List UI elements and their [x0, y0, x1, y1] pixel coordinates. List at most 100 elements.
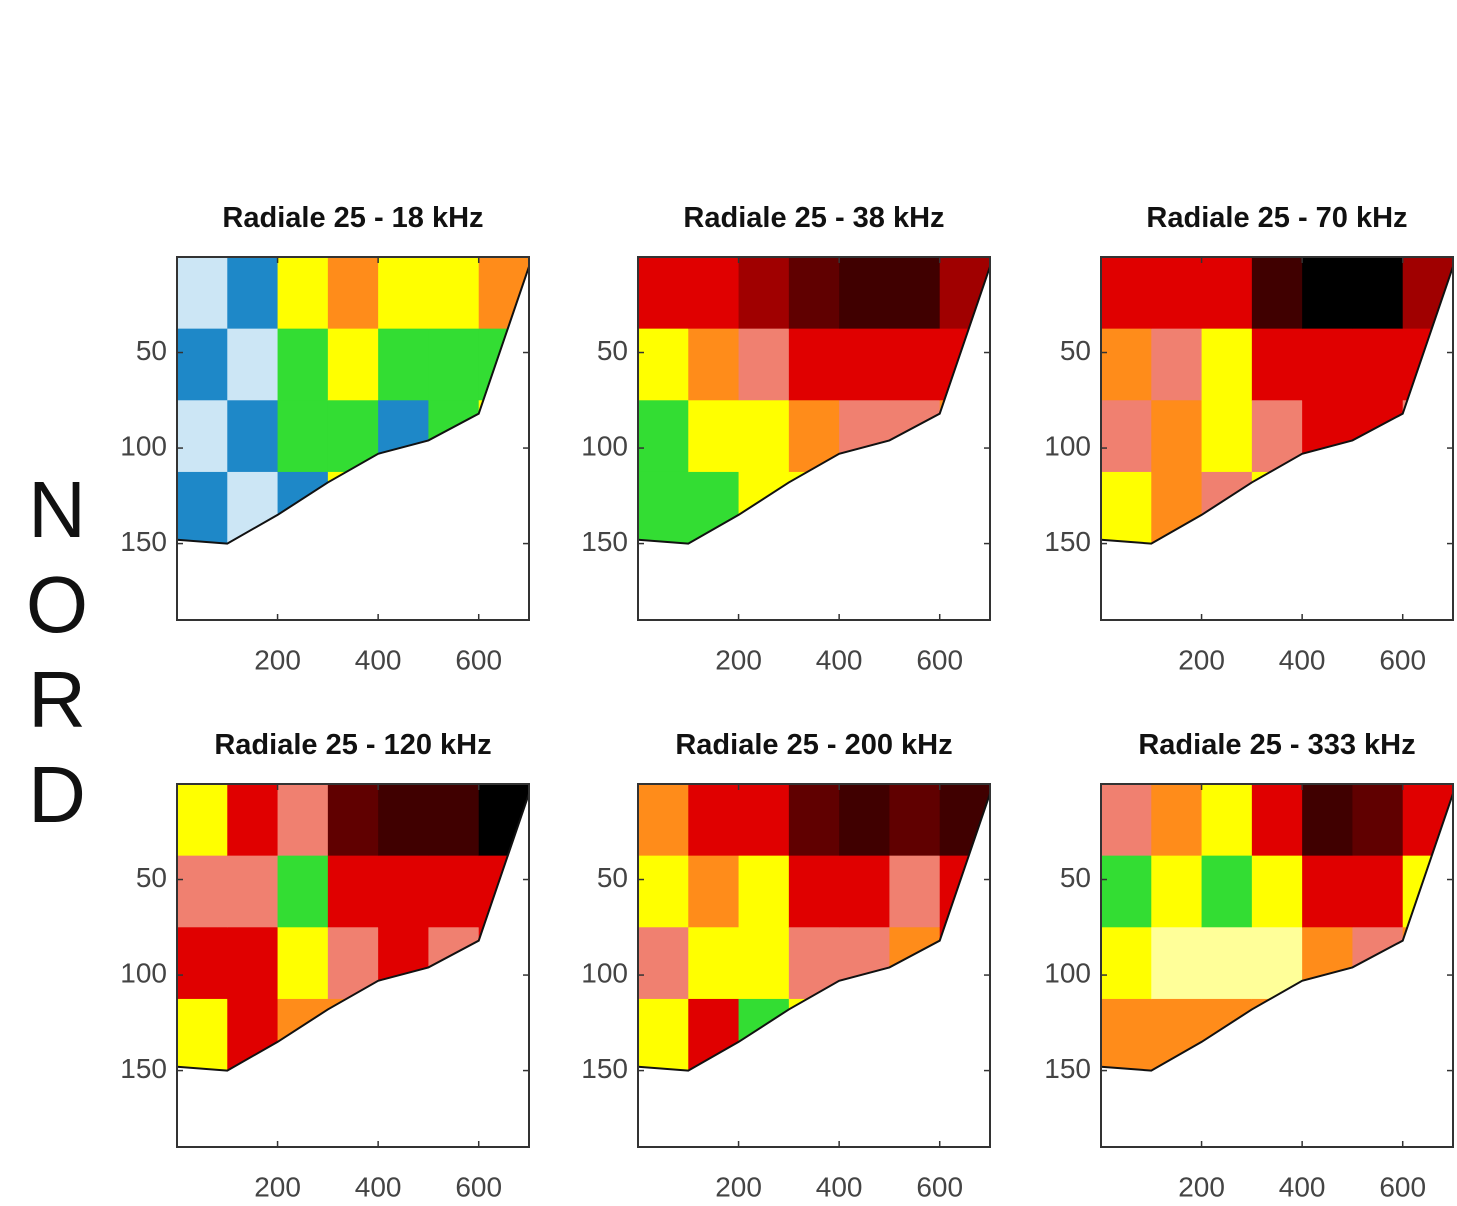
echo-cell [328, 400, 379, 472]
echo-cell [1101, 472, 1152, 544]
echo-cell [428, 257, 479, 329]
echo-cell [739, 999, 790, 1071]
echo-cell [479, 999, 530, 1071]
echo-cell [688, 400, 739, 472]
echo-cell [789, 927, 840, 999]
echo-cell [839, 257, 890, 329]
echo-cell [1352, 329, 1403, 401]
echo-cell [428, 784, 479, 856]
echo-cell [227, 856, 278, 928]
y-tick-label: 50 [597, 862, 628, 893]
echo-cell [789, 400, 840, 472]
echo-cell [278, 472, 329, 544]
x-tick-label: 400 [1279, 644, 1326, 675]
x-tick-label: 200 [715, 1171, 762, 1202]
echo-cell [638, 927, 689, 999]
echo-cell [227, 400, 278, 472]
y-tick-label: 50 [1060, 862, 1091, 893]
echo-cell [839, 784, 890, 856]
echo-cell [839, 856, 890, 928]
echo-cell [1403, 400, 1454, 472]
echo-cell [328, 856, 379, 928]
echo-cell [739, 856, 790, 928]
echo-cell [177, 856, 228, 928]
echo-cell [227, 472, 278, 544]
x-tick-label: 400 [816, 644, 863, 675]
chart-title: Radiale 25 - 333 kHz [1138, 729, 1415, 761]
echo-cell [378, 999, 429, 1071]
echo-cell [1302, 999, 1353, 1071]
echo-cell [227, 784, 278, 856]
echo-cell [940, 400, 991, 472]
x-tick-label: 600 [1379, 644, 1426, 675]
echo-cell [839, 472, 890, 544]
x-tick-label: 200 [715, 644, 762, 675]
echogram-cells [638, 784, 991, 1071]
y-tick-label: 150 [120, 1053, 167, 1084]
echo-cell [739, 784, 790, 856]
echo-cell [1302, 400, 1353, 472]
echo-cell [1202, 856, 1253, 928]
y-tick-label: 150 [1044, 526, 1091, 557]
echo-cell [940, 927, 991, 999]
echo-cell [428, 329, 479, 401]
echo-cell [328, 999, 379, 1071]
echo-cell [378, 400, 429, 472]
echo-cell [479, 400, 530, 472]
echogram-cells [1101, 257, 1454, 544]
echo-cell [328, 329, 379, 401]
echo-cell [839, 400, 890, 472]
echo-cell [227, 257, 278, 329]
echo-cell [479, 472, 530, 544]
echo-cell [1252, 784, 1303, 856]
echo-cell [1101, 856, 1152, 928]
echo-cell [1202, 329, 1253, 401]
echo-cell [1352, 257, 1403, 329]
x-tick-label: 400 [355, 1171, 402, 1202]
x-tick-label: 400 [816, 1171, 863, 1202]
x-tick-label: 400 [1279, 1171, 1326, 1202]
echo-cell [328, 257, 379, 329]
echo-cell [638, 999, 689, 1071]
echo-cell [177, 472, 228, 544]
echo-cell [889, 257, 940, 329]
echo-cell [1403, 927, 1454, 999]
echo-cell [1151, 257, 1202, 329]
y-tick-label: 50 [136, 335, 167, 366]
echo-cell [889, 856, 940, 928]
echo-cell [479, 257, 530, 329]
echo-cell [278, 329, 329, 401]
x-tick-label: 600 [1379, 1171, 1426, 1202]
y-tick-label: 150 [581, 1053, 628, 1084]
echo-cell [1403, 257, 1454, 329]
echo-cell [739, 329, 790, 401]
x-tick-label: 200 [1178, 1171, 1225, 1202]
x-tick-label: 600 [916, 1171, 963, 1202]
echo-cell [839, 329, 890, 401]
echo-cell [378, 257, 429, 329]
y-tick-label: 100 [120, 957, 167, 988]
echo-cell [278, 400, 329, 472]
echogram-cells [638, 257, 991, 544]
y-tick-label: 50 [597, 335, 628, 366]
y-tick-label: 100 [581, 430, 628, 461]
echo-cell [789, 257, 840, 329]
echo-cell [638, 472, 689, 544]
y-tick-label: 100 [1044, 957, 1091, 988]
echo-cell [1302, 856, 1353, 928]
echo-cell [177, 927, 228, 999]
echo-cell [889, 329, 940, 401]
x-tick-label: 200 [254, 1171, 301, 1202]
echo-cell [1101, 784, 1152, 856]
echo-cell [278, 999, 329, 1071]
echo-cell [1151, 927, 1202, 999]
echo-cell [1352, 784, 1403, 856]
echo-cell [1252, 856, 1303, 928]
y-tick-label: 150 [120, 526, 167, 557]
echo-cell [940, 257, 991, 329]
echo-cell [940, 472, 991, 544]
echo-cell [1302, 472, 1353, 544]
echo-cell [1302, 257, 1353, 329]
